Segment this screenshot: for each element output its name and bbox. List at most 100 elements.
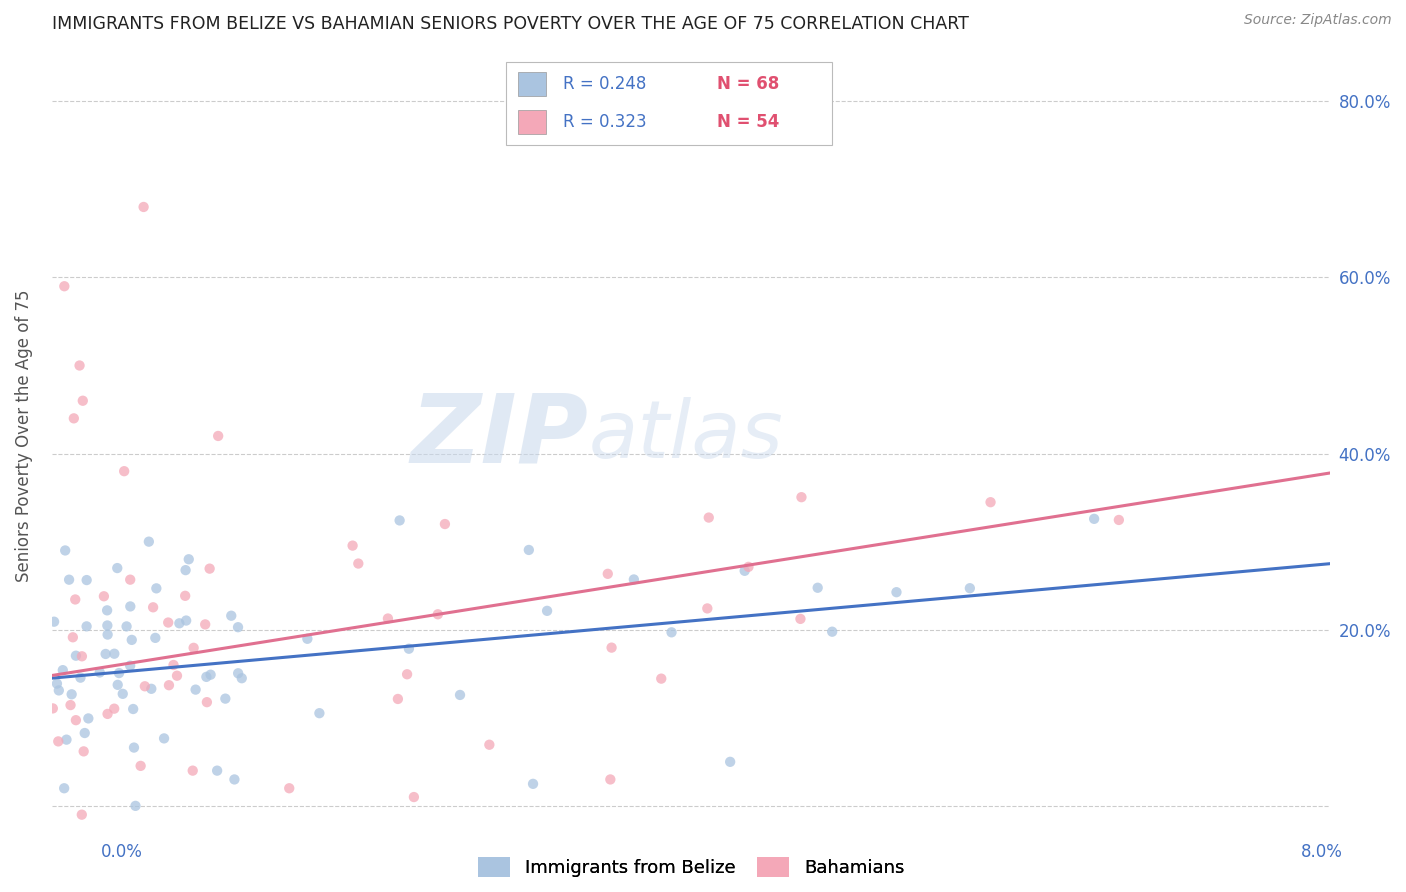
Point xyxy=(94,647,117,661)
Text: 0.0%: 0.0% xyxy=(101,843,143,861)
Point xyxy=(478,738,501,752)
Text: R = 0.323: R = 0.323 xyxy=(564,113,647,131)
Point xyxy=(96,618,118,632)
Point xyxy=(226,666,249,681)
FancyBboxPatch shape xyxy=(506,62,831,145)
Point xyxy=(718,755,741,769)
Point xyxy=(120,573,142,587)
Point xyxy=(596,566,619,581)
Point xyxy=(195,670,218,684)
Point xyxy=(207,429,229,443)
Point xyxy=(120,658,142,673)
Point xyxy=(53,543,76,558)
Point xyxy=(599,772,621,787)
Point xyxy=(224,772,246,787)
Point xyxy=(200,667,222,681)
Text: N = 54: N = 54 xyxy=(717,113,779,131)
Point xyxy=(183,640,205,655)
Point xyxy=(121,632,143,647)
Point xyxy=(194,617,217,632)
Y-axis label: Seniors Poverty Over the Age of 75: Seniors Poverty Over the Age of 75 xyxy=(15,290,32,582)
Point xyxy=(377,611,399,625)
Point xyxy=(65,713,87,727)
Text: N = 68: N = 68 xyxy=(717,75,779,93)
Point xyxy=(142,600,165,615)
Point xyxy=(55,732,77,747)
Point xyxy=(1108,513,1130,527)
Point xyxy=(181,764,204,778)
Point xyxy=(42,701,65,715)
Point xyxy=(426,607,449,622)
Point xyxy=(97,627,120,641)
Point xyxy=(174,563,197,577)
Point xyxy=(737,559,759,574)
Point xyxy=(162,657,184,672)
Point xyxy=(623,573,645,587)
Point xyxy=(536,604,558,618)
Text: IMMIGRANTS FROM BELIZE VS BAHAMIAN SENIORS POVERTY OVER THE AGE OF 75 CORRELATIO: IMMIGRANTS FROM BELIZE VS BAHAMIAN SENIO… xyxy=(52,15,969,33)
Point xyxy=(52,663,75,677)
Point xyxy=(73,744,96,758)
Text: Source: ZipAtlas.com: Source: ZipAtlas.com xyxy=(1244,13,1392,28)
Point xyxy=(103,701,125,715)
Point xyxy=(157,615,180,630)
Point xyxy=(122,740,145,755)
Point xyxy=(62,630,84,644)
Point xyxy=(517,543,540,558)
Point xyxy=(129,759,152,773)
Point xyxy=(807,581,830,595)
Point xyxy=(214,691,236,706)
Point xyxy=(112,464,135,478)
Point xyxy=(821,624,844,639)
Point xyxy=(205,764,228,778)
Point xyxy=(184,682,207,697)
Point xyxy=(70,807,93,822)
Point xyxy=(93,589,115,603)
Text: 8.0%: 8.0% xyxy=(1301,843,1343,861)
Point xyxy=(65,592,87,607)
Point xyxy=(174,614,197,628)
Point xyxy=(103,647,125,661)
Point xyxy=(980,495,1002,509)
Point xyxy=(347,557,370,571)
Point xyxy=(174,589,197,603)
Point xyxy=(153,731,176,746)
Point xyxy=(734,564,756,578)
Point xyxy=(402,790,425,805)
Point xyxy=(177,552,200,566)
Point xyxy=(278,781,301,796)
Point xyxy=(77,711,100,725)
Point xyxy=(72,393,94,408)
Point xyxy=(53,781,76,796)
Point xyxy=(73,726,96,740)
Point xyxy=(396,667,419,681)
Point xyxy=(59,698,82,712)
Point xyxy=(45,676,67,690)
Point xyxy=(600,640,623,655)
Point xyxy=(107,678,129,692)
Point xyxy=(650,672,672,686)
Point xyxy=(145,582,167,596)
Point xyxy=(76,573,98,587)
Point xyxy=(42,615,65,629)
Point xyxy=(63,411,86,425)
Point xyxy=(134,679,156,693)
Point xyxy=(308,706,330,721)
Point xyxy=(522,777,544,791)
Point xyxy=(124,798,146,813)
Point xyxy=(60,687,83,701)
Point xyxy=(789,612,811,626)
Point xyxy=(219,608,242,623)
Text: R = 0.248: R = 0.248 xyxy=(564,75,647,93)
Point xyxy=(122,702,145,716)
Point xyxy=(959,581,981,595)
Point xyxy=(696,601,718,615)
Point xyxy=(69,359,91,373)
Point xyxy=(89,665,111,680)
Legend: Immigrants from Belize, Bahamians: Immigrants from Belize, Bahamians xyxy=(471,850,911,884)
Point xyxy=(53,279,76,293)
Point xyxy=(198,561,221,575)
Point xyxy=(111,687,134,701)
Point xyxy=(226,620,249,634)
Point xyxy=(388,513,411,527)
